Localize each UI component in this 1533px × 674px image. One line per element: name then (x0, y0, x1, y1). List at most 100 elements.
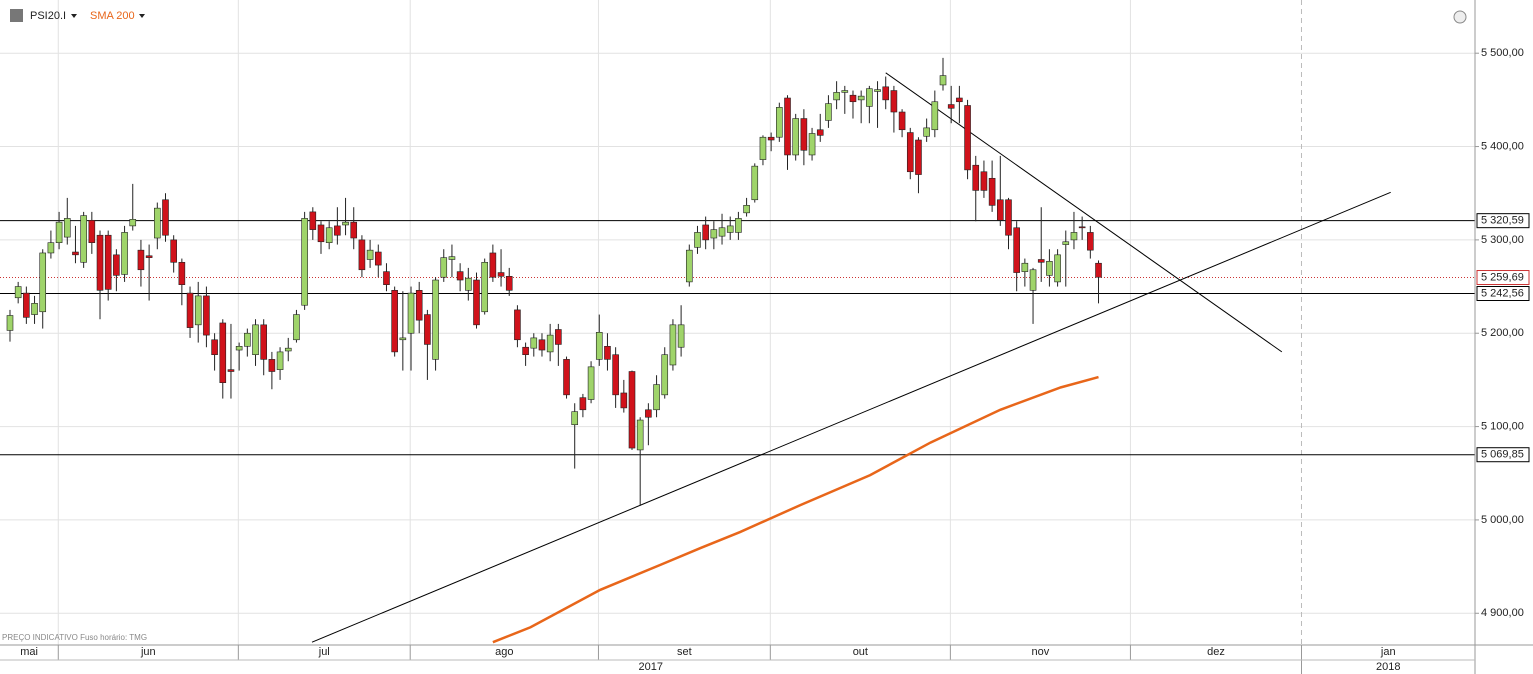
candle-body (129, 219, 137, 227)
candle-body (628, 371, 636, 449)
y-tick-label: 5 200,00 (1481, 327, 1524, 339)
candle-body (227, 369, 235, 372)
candle-body (342, 221, 349, 226)
candle-body (915, 139, 922, 175)
clock-icon[interactable] (1453, 10, 1467, 24)
candle-body (800, 118, 808, 151)
candle-body (997, 199, 1004, 221)
candle-body (374, 251, 382, 266)
symbol-icon[interactable] (10, 9, 23, 22)
indicator-label[interactable]: SMA 200 (90, 10, 135, 22)
candle-body (432, 279, 439, 360)
candle-body (874, 89, 881, 92)
candle-body (653, 384, 660, 411)
candle-body (219, 322, 227, 384)
candle-body (988, 177, 996, 206)
candle-body (366, 249, 374, 260)
candle-body (55, 221, 63, 243)
candle-body (825, 103, 832, 121)
candle-body (268, 359, 276, 372)
candle-body (980, 171, 988, 191)
candle-body (759, 136, 767, 160)
candle-body (751, 165, 759, 201)
x-tick-label: nov (1032, 646, 1050, 658)
candle-body (14, 286, 22, 299)
candle-body (80, 215, 87, 263)
candle-body (211, 339, 218, 356)
candle-body (63, 218, 71, 238)
candle-body (424, 314, 431, 345)
candle-body (898, 111, 906, 131)
price-label-box (1476, 286, 1530, 302)
candle-body (1095, 262, 1102, 278)
candle-body (6, 315, 14, 331)
candle-body (530, 337, 538, 349)
x-tick-label: jun (140, 646, 156, 658)
candle-body (857, 95, 865, 101)
candle-body (522, 346, 529, 356)
candle-body (1087, 232, 1094, 251)
candle-body (947, 104, 955, 109)
price-label: 5 069,85 (1481, 449, 1524, 461)
candle-body (301, 218, 308, 306)
candle-body (39, 252, 47, 313)
candle-body (399, 337, 407, 341)
x-tick-label: dez (1207, 646, 1225, 658)
candle-body (481, 261, 488, 313)
candle-body (162, 199, 169, 236)
candle-body (669, 324, 677, 366)
candle-body (1021, 262, 1029, 272)
candle-body (792, 118, 799, 156)
candle-body (113, 254, 120, 276)
candle-body (743, 205, 750, 214)
candle-body (538, 339, 546, 351)
symbol-dropdown[interactable] (71, 14, 77, 18)
candle-body (284, 347, 292, 352)
x-tick-label: jul (318, 646, 330, 658)
candle-body (456, 271, 464, 281)
price-label-box (1476, 447, 1530, 463)
candle-body (31, 303, 38, 315)
candle-body (137, 249, 145, 271)
candle-body (334, 225, 341, 236)
candle-body (677, 324, 685, 348)
candle-body (514, 309, 521, 341)
y-tick-label: 5 300,00 (1481, 234, 1524, 246)
footnote: PREÇO INDICATIVO Fuso horário: TMG (2, 633, 147, 642)
candle-body (776, 107, 783, 138)
candle-body (293, 314, 300, 341)
x-tick-label: mai (20, 646, 38, 658)
symbol[interactable]: PSI20.I (30, 10, 66, 22)
candle-body (383, 271, 390, 285)
candle-body (1054, 254, 1061, 283)
candle-body (1013, 227, 1020, 273)
candle-body (276, 351, 284, 370)
candle-body (235, 346, 243, 351)
y-tick-label: 5 500,00 (1481, 47, 1524, 59)
candle-body (309, 211, 317, 230)
sma-line (492, 375, 1099, 644)
candle-body (931, 101, 939, 131)
candle-body (612, 354, 619, 396)
candle-body (260, 324, 268, 360)
candle-body (317, 224, 325, 243)
indicator-dropdown[interactable] (139, 14, 145, 18)
candle-body (186, 292, 194, 328)
candle-body (391, 289, 398, 353)
candle-body (178, 261, 186, 285)
candle-body (1029, 269, 1037, 291)
trendline (311, 191, 1391, 643)
candle-body (203, 295, 210, 336)
x-tick-label: out (853, 646, 868, 658)
candle-body (710, 229, 718, 239)
candle-body (939, 75, 947, 86)
candle-body (563, 359, 570, 396)
candle-body (587, 366, 595, 400)
candle-body (1062, 241, 1070, 245)
candle-body (555, 329, 562, 345)
candle-body (121, 232, 128, 275)
candle-body (964, 105, 971, 171)
candle-body (88, 219, 96, 243)
